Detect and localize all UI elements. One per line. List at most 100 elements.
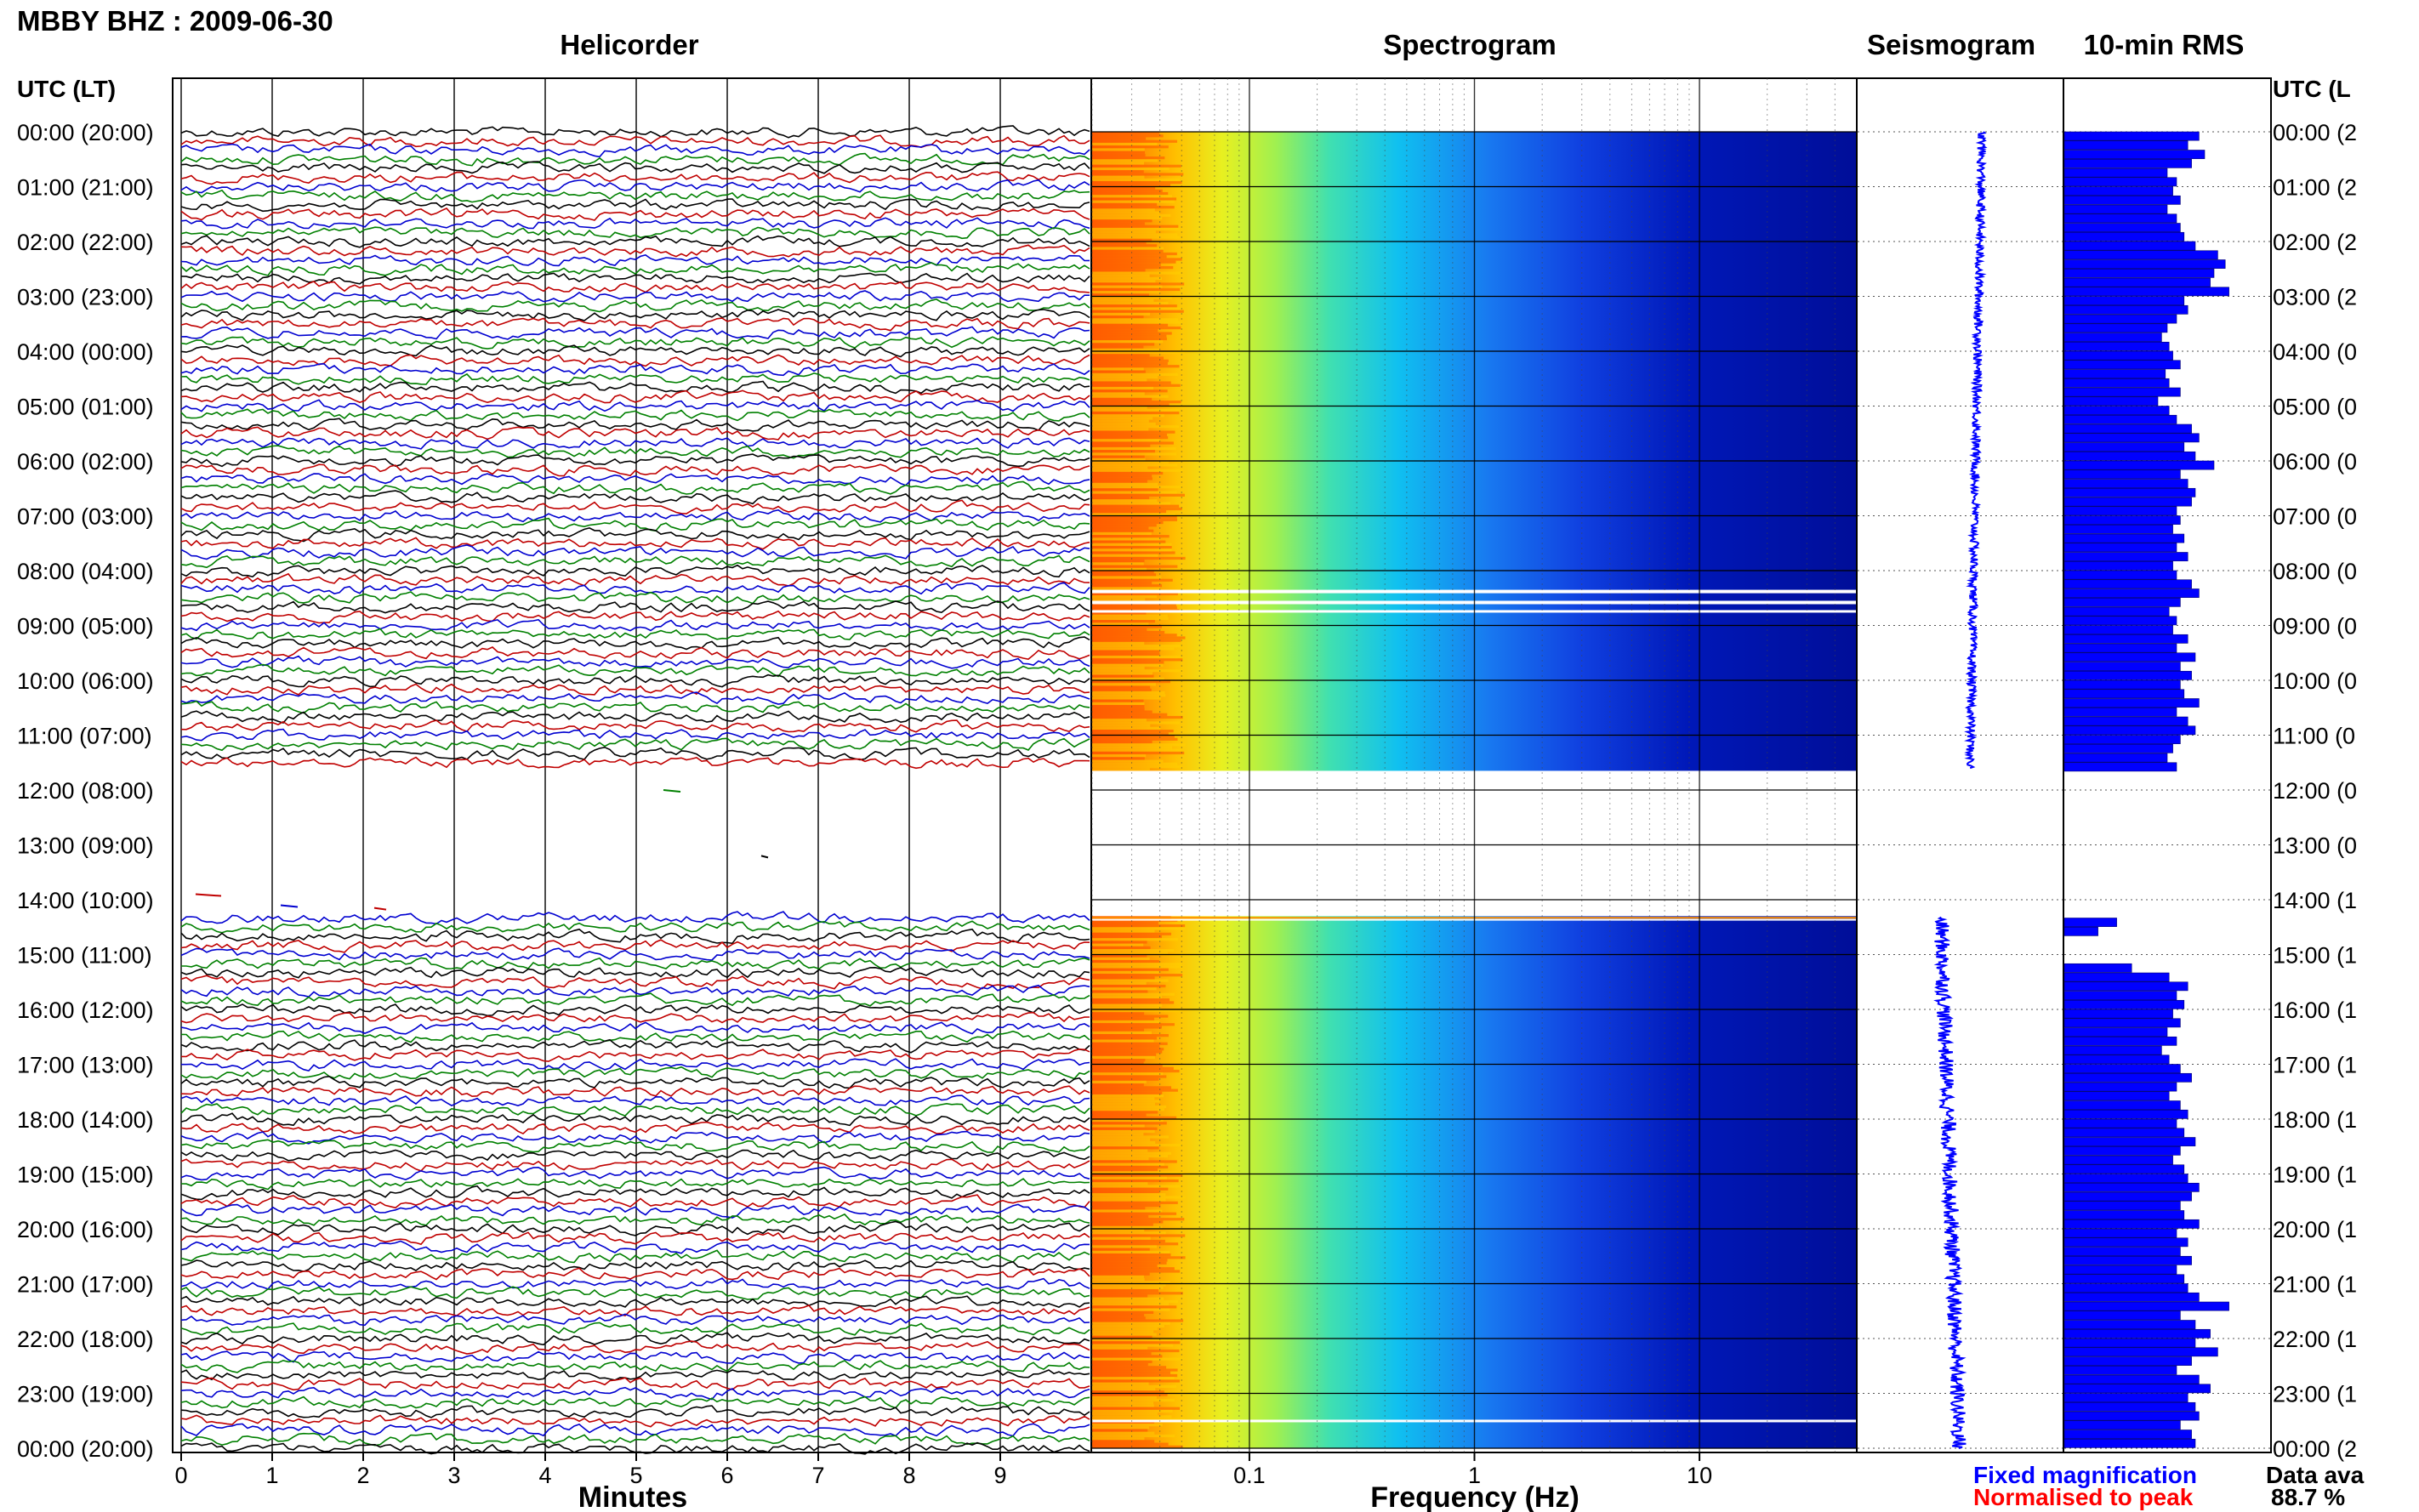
helicorder-trace	[180, 1395, 1090, 1409]
spectrogram-row-texture	[1092, 301, 1169, 305]
spectrogram-row-texture	[1092, 768, 1150, 771]
spectrogram-row-texture	[1092, 310, 1184, 313]
helicorder-trace	[180, 746, 1090, 761]
spectrogram-row-texture	[1092, 1261, 1167, 1265]
spectrogram-row-texture	[1092, 1055, 1155, 1060]
spectrogram-row-texture	[1092, 540, 1166, 543]
spectrogram-row-texture	[1092, 1064, 1163, 1067]
spectrogram-row-texture	[1092, 1429, 1148, 1432]
spectrogram-row-texture	[1092, 488, 1158, 492]
spectrogram-row-texture	[1092, 1286, 1164, 1289]
spectrogram-row-texture	[1092, 1355, 1163, 1358]
rms-bar	[2063, 1237, 2188, 1248]
helicorder-trace	[180, 600, 1090, 614]
helicorder-x-tick-label: 7	[811, 1463, 824, 1488]
spectrogram-row-texture	[1092, 976, 1155, 980]
spectrogram-row-texture	[1092, 491, 1177, 494]
spectrogram-row-texture	[1092, 1324, 1164, 1328]
left-time-tick-label: 12:00 (08:00)	[17, 778, 154, 804]
left-time-tick-label: 10:00 (06:00)	[17, 668, 154, 694]
helicorder-trace	[180, 1249, 1090, 1264]
helicorder-trace	[181, 1058, 1090, 1071]
helicorder-trace	[180, 453, 1090, 468]
helicorder-trace	[180, 408, 1090, 422]
spectrogram-row-texture	[1092, 1028, 1145, 1032]
spectrogram-row-texture	[1092, 1437, 1145, 1441]
spectrogram-row-texture	[1092, 683, 1156, 686]
spectrogram-row-texture	[1092, 1127, 1158, 1130]
rms-bar	[2063, 1128, 2185, 1138]
helicorder-trace	[180, 663, 1090, 678]
spectrogram-row-texture	[1092, 242, 1147, 245]
seismogram-panel	[1856, 77, 2064, 1453]
spectrogram-row-texture	[1092, 1160, 1177, 1163]
rms-bar	[2063, 597, 2181, 607]
spectrogram-row-texture	[1092, 1149, 1148, 1152]
spectrogram-row-texture	[1092, 1256, 1186, 1259]
helicorder-trace	[180, 1158, 1090, 1172]
spectrogram-row-texture	[1092, 943, 1144, 946]
minutes-axis-label: Minutes	[578, 1481, 687, 1512]
spectrogram-row-texture	[1092, 1248, 1150, 1251]
spectrogram-row-texture	[1092, 1223, 1153, 1226]
spectrogram-row-texture	[1092, 139, 1177, 143]
spectrogram-row-texture	[1092, 458, 1146, 461]
spectrogram-row-texture	[1092, 238, 1153, 242]
spectrogram-row-texture	[1092, 1292, 1183, 1295]
helicorder-x-tick-label: 0	[174, 1463, 187, 1488]
spectrogram-row-texture	[1092, 376, 1158, 379]
spectrogram-row-texture	[1092, 1094, 1164, 1098]
helicorder-trace	[180, 1066, 1090, 1080]
left-time-tick-label: 03:00 (23:00)	[17, 285, 154, 310]
spectrogram-row-texture	[1092, 1373, 1178, 1378]
helicorder-trace	[180, 125, 1090, 139]
spectrogram-row-texture	[1092, 1401, 1154, 1405]
spectrogram-row-texture	[1092, 1366, 1167, 1369]
helicorder-trace	[180, 1369, 1090, 1381]
left-time-tick-label: 22:00 (18:00)	[17, 1327, 154, 1352]
helicorder-trace	[180, 1386, 1090, 1401]
spectrogram-row-texture	[1092, 740, 1153, 744]
rms-bar	[2063, 369, 2166, 378]
helicorder-trace	[180, 920, 1090, 934]
rms-bar	[2063, 1118, 2177, 1128]
right-time-tick-label: 19:00 (1	[2273, 1162, 2357, 1188]
spectrogram-row-texture	[1092, 411, 1180, 415]
spectrogram-row-texture	[1092, 1086, 1172, 1089]
spectrogram-row-texture	[1092, 1270, 1181, 1273]
spectrogram-row-texture	[1092, 1066, 1174, 1070]
rms-bar	[2063, 414, 2177, 424]
spectrogram-row-texture	[1092, 674, 1154, 678]
spectrogram-row-texture	[1092, 965, 1184, 969]
rms-bar	[2063, 304, 2188, 315]
spectrogram-row-texture	[1092, 435, 1169, 440]
spectrogram-row-texture	[1092, 444, 1151, 447]
spectrogram-row-texture	[1092, 1001, 1175, 1004]
spectrogram-row-texture	[1092, 1108, 1164, 1111]
rms-bar	[2063, 259, 2226, 269]
spectrogram-row-texture	[1092, 1440, 1155, 1443]
helicorder-trace	[180, 326, 1090, 340]
spectrogram-row-texture	[1092, 645, 1183, 648]
right-time-tick-label: 15:00 (1	[2273, 943, 2357, 969]
rms-bar	[2063, 1356, 2192, 1366]
rms-bar	[2063, 588, 2200, 598]
left-time-tick-label: 19:00 (15:00)	[17, 1162, 154, 1188]
helicorder-trace	[180, 737, 1090, 752]
spectrogram-row-texture	[1092, 1185, 1181, 1188]
spectrogram-row-texture	[1092, 1105, 1167, 1109]
helicorder-trace	[180, 161, 1090, 174]
spectrogram-row-texture	[1092, 1413, 1158, 1416]
helicorder-trace	[180, 1220, 1090, 1236]
spectrogram-row-texture	[1092, 507, 1182, 511]
rms-bar	[2063, 1365, 2177, 1375]
spectrogram-row-texture	[1092, 995, 1163, 999]
right-time-tick-label: 11:00 (0	[2273, 724, 2355, 749]
spectrogram-row-texture	[1092, 1157, 1149, 1161]
rms-bar	[2063, 543, 2177, 553]
spectrogram-row-texture	[1092, 1023, 1175, 1026]
spectrogram-row-texture	[1092, 287, 1181, 292]
rms-bar	[2063, 1292, 2200, 1302]
spectrogram-row-texture	[1092, 1069, 1180, 1073]
rms-bar	[2063, 981, 2188, 992]
